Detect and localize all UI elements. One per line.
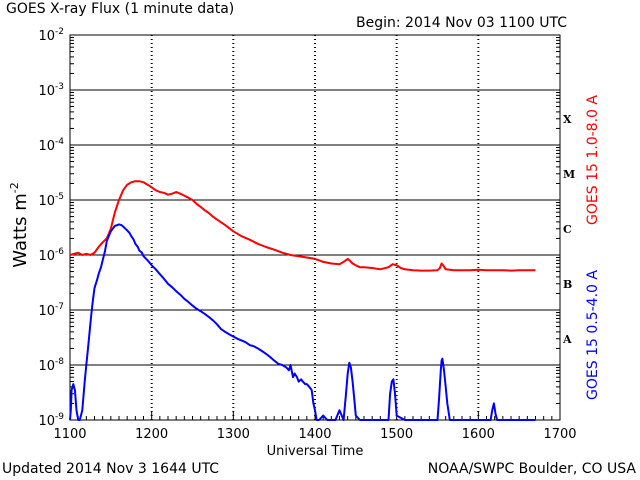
y-tick-label-exponent: -3 (55, 82, 64, 92)
y-tick-label: 10-7 (38, 302, 64, 319)
y-tick-label: 10-5 (38, 192, 64, 209)
y-tick-label-base: 10 (38, 249, 55, 264)
y-axis-title: Watts m-2 (8, 182, 31, 267)
y-tick-label: 10-6 (38, 247, 64, 264)
chart-title: GOES X-ray Flux (1 minute data) (6, 1, 235, 17)
y-tick-label-exponent: -7 (55, 302, 64, 312)
x-tick-label: 1100 (53, 427, 86, 442)
x-tick-label: 1300 (217, 427, 250, 442)
x-axis-title: Universal Time (267, 444, 364, 459)
y-tick-label-base: 10 (38, 29, 55, 44)
legend-short-channel: GOES 15 0.5-4.0 A (585, 270, 601, 400)
x-tick-label: 1400 (298, 427, 331, 442)
y-tick-label-exponent: -5 (55, 192, 64, 202)
y-tick-label-base: 10 (38, 414, 55, 429)
y-tick-label-base: 10 (38, 139, 55, 154)
y-tick-label-base: 10 (38, 304, 55, 319)
begin-time: Begin: 2014 Nov 03 1100 UTC (356, 15, 567, 31)
y-tick-label: 10-8 (38, 357, 64, 374)
y-tick-label: 10-4 (38, 137, 64, 154)
x-tick-label: 1200 (135, 427, 168, 442)
flare-class-label: C (563, 223, 572, 236)
legend-long-channel: GOES 15 1.0-8.0 A (585, 95, 601, 225)
y-tick-label-exponent: -9 (55, 412, 64, 422)
y-tick-label-exponent: -4 (55, 137, 64, 147)
y-tick-label: 10-9 (38, 412, 64, 429)
long-channel-series-line (69, 180, 536, 272)
flare-class-label: M (563, 168, 575, 181)
y-tick-label-exponent: -2 (55, 27, 64, 37)
x-tick-label: 1700 (543, 427, 576, 442)
y-tick-label: 10-2 (38, 27, 64, 44)
x-tick-label: 1500 (380, 427, 413, 442)
y-axis-title-text: Watts m (10, 193, 31, 267)
y-tick-label-exponent: -8 (55, 357, 64, 367)
flare-class-label: B (563, 278, 572, 291)
flare-class-label: X (563, 113, 572, 126)
flare-class-label: A (562, 333, 572, 346)
y-axis-title-exponent: -2 (8, 182, 21, 193)
y-tick-label-base: 10 (38, 84, 55, 99)
y-tick-label-base: 10 (38, 359, 55, 374)
y-tick-label: 10-3 (38, 82, 64, 99)
y-tick-label-exponent: -6 (55, 247, 64, 257)
updated-timestamp: Updated 2014 Nov 3 1644 UTC (2, 461, 220, 477)
y-tick-label-base: 10 (38, 194, 55, 209)
x-tick-label: 1600 (462, 427, 495, 442)
source-credit: NOAA/SWPC Boulder, CO USA (427, 461, 636, 477)
short-channel-series-line (69, 223, 536, 421)
